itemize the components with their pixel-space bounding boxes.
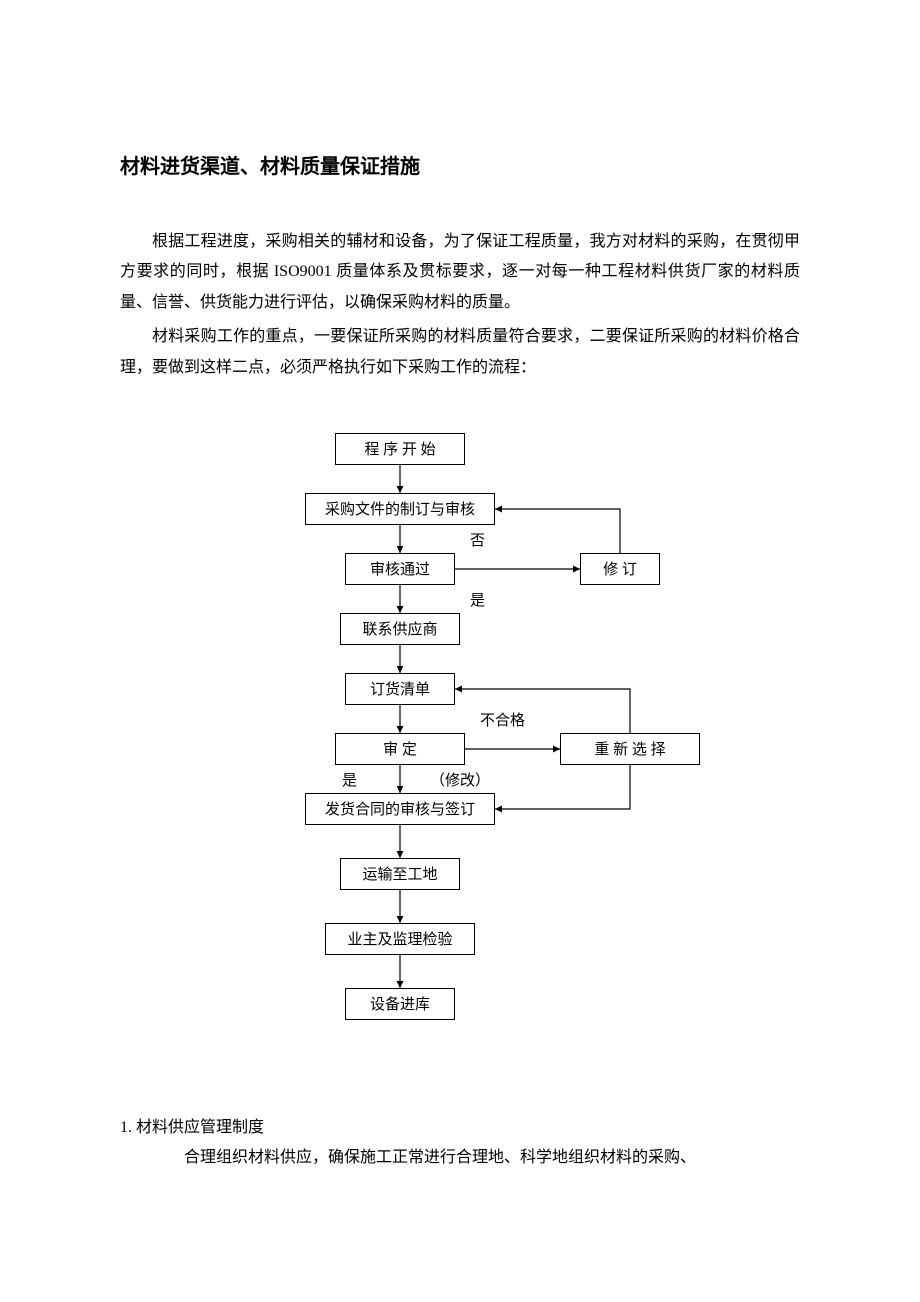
flowchart-label-e2: 是 bbox=[470, 589, 485, 610]
section-heading: 1. 材料供应管理制度 bbox=[120, 1113, 800, 1137]
flowchart-edge bbox=[495, 765, 630, 809]
flowchart-node-n1: 程 序 开 始 bbox=[335, 433, 465, 465]
page-title: 材料进货渠道、材料质量保证措施 bbox=[120, 150, 800, 179]
flowchart-node-n6: 订货清单 bbox=[345, 673, 455, 705]
flowchart-node-n7: 审 定 bbox=[335, 733, 465, 765]
flowchart-node-n8: 重 新 选 择 bbox=[560, 733, 700, 765]
flowchart-node-n9: 发货合同的审核与签订 bbox=[305, 793, 495, 825]
flowchart-node-n11: 业主及监理检验 bbox=[325, 923, 475, 955]
flowchart-label-e1: 否 bbox=[470, 529, 485, 550]
flowchart-label-e3: 不合格 bbox=[480, 709, 525, 730]
flowchart-node-n3: 审核通过 bbox=[345, 553, 455, 585]
flowchart-label-e5: （修改） bbox=[430, 769, 490, 790]
procurement-flowchart: 程 序 开 始采购文件的制订与审核审核通过 修 订联系供应商订货清单审 定 重 新 … bbox=[180, 433, 740, 1073]
paragraph-2: 材料采购工作的重点，一要保证所采购的材料质量符合要求，二要保证所采购的材料价格合… bbox=[120, 322, 800, 383]
flowchart-label-e4: 是 bbox=[342, 769, 357, 790]
paragraph-1: 根据工程进度，采购相关的辅材和设备，为了保证工程质量，我方对材料的采购，在贯彻甲… bbox=[120, 227, 800, 318]
flowchart-node-n2: 采购文件的制订与审核 bbox=[305, 493, 495, 525]
document-page: 材料进货渠道、材料质量保证措施 根据工程进度，采购相关的辅材和设备，为了保证工程… bbox=[0, 0, 920, 1253]
section-body: 合理组织材料供应，确保施工正常进行合理地、科学地组织材料的采购、 bbox=[120, 1143, 800, 1173]
flowchart-edge bbox=[495, 509, 620, 553]
flowchart-node-n10: 运输至工地 bbox=[340, 858, 460, 890]
flowchart-node-n4: 修 订 bbox=[580, 553, 660, 585]
flowchart-node-n5: 联系供应商 bbox=[340, 613, 460, 645]
flowchart-node-n12: 设备进库 bbox=[345, 988, 455, 1020]
